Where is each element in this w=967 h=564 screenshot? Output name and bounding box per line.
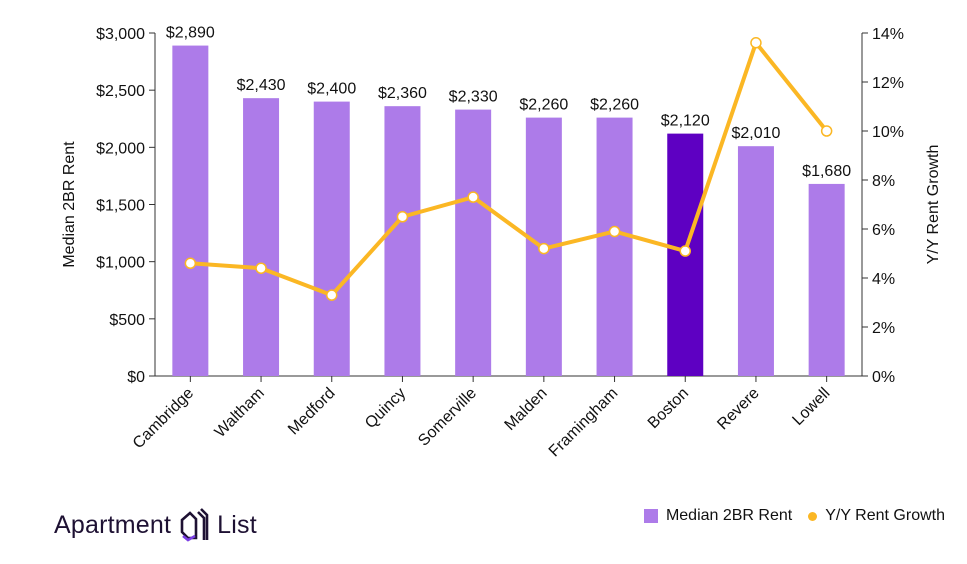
x-tick-label: Cambridge	[130, 385, 197, 452]
legend-item-rent: Median 2BR Rent	[665, 507, 793, 524]
x-tick-label: Somerville	[415, 385, 480, 450]
x-tick-label: Malden	[502, 385, 551, 434]
right-tick-label: 14%	[872, 26, 904, 43]
chart: $0 $500 $1,000 $1,500 $2,000 $2,500 $3,000 0% 2%…	[61, 25, 942, 461]
growth-line	[190, 40, 829, 298]
left-tick-label: $1,000	[96, 255, 145, 272]
bar-data-label: $2,120	[661, 113, 710, 130]
x-tick-label: Revere	[714, 385, 763, 434]
right-tick-label: 0%	[872, 369, 895, 386]
growth-point-somerville	[467, 191, 479, 203]
bar-quincy	[384, 106, 421, 376]
x-tick-label: Medford	[285, 385, 339, 439]
right-tick-label: 10%	[872, 124, 904, 141]
bar-data-label: $2,010	[731, 125, 780, 142]
growth-point-waltham	[255, 262, 267, 274]
growth-point-boston	[679, 245, 691, 257]
growth-point-framingham	[608, 225, 621, 238]
left-tick-label: $500	[109, 312, 145, 329]
growth-point-revere	[750, 37, 762, 49]
growth-point-quincy	[396, 211, 409, 223]
bar-somerville	[455, 109, 492, 376]
left-tick-label: $1,500	[96, 198, 145, 215]
bar-data-label: $2,400	[307, 81, 356, 98]
bar-waltham	[243, 98, 280, 377]
x-tick-label: Quincy	[362, 385, 409, 432]
left-tick-label: $2,500	[96, 83, 145, 100]
bar-data-label: $1,680	[802, 163, 851, 180]
logo-text-left: Apartment	[54, 510, 172, 539]
left-axis-label: Median 2BR Rent	[61, 141, 78, 268]
left-tick-label: $2,000	[96, 140, 145, 157]
legend-item-growth: Y/Y Rent Growth	[825, 507, 945, 524]
growth-point-malden	[538, 242, 550, 255]
x-tick-label: Boston	[645, 385, 692, 432]
building-logo-icon	[180, 508, 209, 542]
bar-cambridge	[172, 45, 209, 377]
x-tick-label: Lowell	[789, 385, 833, 429]
right-axis-label: Y/Y Rent Growth	[925, 145, 942, 265]
legend-bar-swatch	[643, 509, 658, 523]
x-tick-label: Framingham	[546, 385, 622, 461]
bar-data-label: $2,360	[378, 85, 427, 102]
bar-data-label: $2,260	[519, 97, 568, 114]
x-tick-label: Waltham	[212, 385, 268, 441]
bar-lowell	[808, 183, 845, 376]
growth-point-lowell	[820, 125, 833, 137]
legend: Median 2BR Rent Y/Y Rent Growth	[643, 507, 945, 525]
bar-data-label: $2,260	[590, 97, 639, 114]
growth-point-cambridge	[184, 257, 197, 270]
bar-framingham	[596, 117, 633, 377]
right-tick-label: 8%	[872, 173, 895, 190]
right-tick-label: 6%	[872, 222, 895, 239]
left-tick-label: $0	[127, 369, 145, 386]
apartment-list-logo: Apartment List	[54, 508, 257, 542]
growth-point-medford	[326, 289, 338, 301]
bar-data-label: $2,330	[449, 89, 498, 106]
bar-medford	[313, 101, 350, 376]
right-tick-label: 2%	[872, 320, 895, 337]
right-tick-label: 12%	[872, 75, 904, 92]
logo-text-right: List	[217, 510, 257, 539]
left-tick-label: $3,000	[96, 26, 145, 43]
bar-data-label: $2,430	[237, 77, 286, 94]
bar-revere	[737, 146, 774, 376]
bar-data-label: $2,890	[166, 25, 215, 42]
right-tick-label: 4%	[872, 271, 895, 288]
legend-line-swatch	[808, 511, 818, 521]
